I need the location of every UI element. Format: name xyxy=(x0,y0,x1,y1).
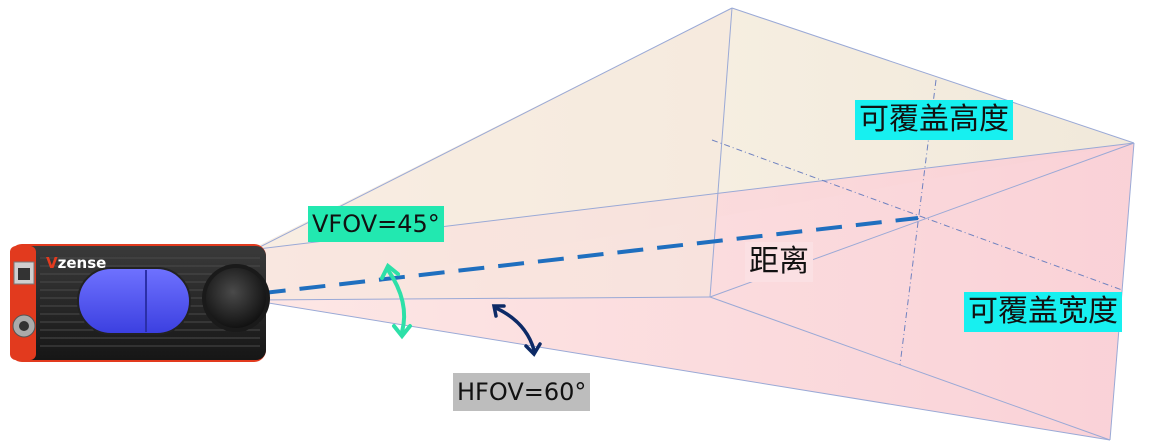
distance-label: 距离 xyxy=(745,242,813,282)
m12-connector-icon xyxy=(12,314,36,338)
far-plane-center-lines xyxy=(711,79,1123,366)
depth-camera: Vzense xyxy=(10,244,270,362)
lens-icon xyxy=(202,264,270,332)
coverage-height-label: 可覆盖高度 xyxy=(855,100,1013,140)
vfov-label: VFOV=45° xyxy=(308,206,444,242)
vfov-arrow xyxy=(380,262,412,340)
coverage-width-label: 可覆盖宽度 xyxy=(964,292,1122,332)
frustum-edges xyxy=(249,7,1135,441)
brand-logo: Vzense xyxy=(46,254,106,272)
frustum-left-face xyxy=(250,8,732,300)
hfov-arrow xyxy=(491,304,542,357)
ethernet-port-icon xyxy=(13,261,35,285)
hfov-label: HFOV=60° xyxy=(453,373,591,411)
distance-line xyxy=(219,216,919,300)
ir-window xyxy=(77,267,191,335)
